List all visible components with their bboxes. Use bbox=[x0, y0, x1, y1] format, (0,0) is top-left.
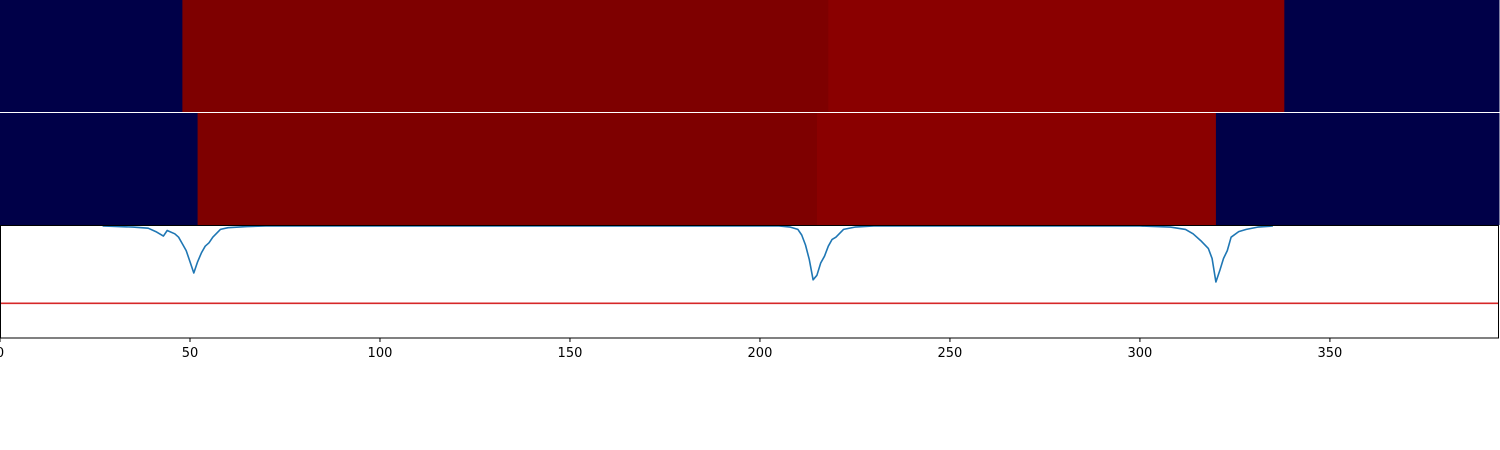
x-tick-label-350: 350 bbox=[1317, 346, 1342, 361]
heatmap-cell-2-1 bbox=[0, 113, 199, 225]
heatmap-cell-2-4 bbox=[1215, 113, 1500, 225]
series-line-1 bbox=[102, 225, 1273, 283]
heatmap-cell-1-1 bbox=[0, 0, 183, 112]
heatmap-cell-2-2 bbox=[197, 113, 818, 225]
x-tick-label-250: 250 bbox=[938, 346, 963, 361]
heatmap-row-1 bbox=[0, 0, 1500, 112]
x-axis: 0 50 100 150 200 250 300 350 bbox=[0, 338, 1342, 361]
x-tick-label-200: 200 bbox=[748, 346, 773, 361]
x-tick-label-150: 150 bbox=[558, 346, 583, 361]
plot-area bbox=[0, 226, 1499, 338]
heatmap-cell-1-4 bbox=[1284, 0, 1500, 112]
heatmap-row-2 bbox=[0, 113, 1500, 225]
heatmap-cell-1-2 bbox=[182, 0, 829, 112]
plot-frame bbox=[0, 225, 1499, 339]
line-plot-panel bbox=[0, 225, 1499, 339]
x-tick-label-50: 50 bbox=[182, 346, 199, 361]
x-tick-label-300: 300 bbox=[1128, 346, 1153, 361]
heatmap-cell-2-3 bbox=[816, 113, 1217, 225]
heatmap-cell-1-3 bbox=[828, 0, 1285, 112]
x-tick-label-0: 0 bbox=[0, 346, 4, 361]
x-tick-label-100: 100 bbox=[368, 346, 393, 361]
series-group bbox=[0, 225, 1499, 305]
